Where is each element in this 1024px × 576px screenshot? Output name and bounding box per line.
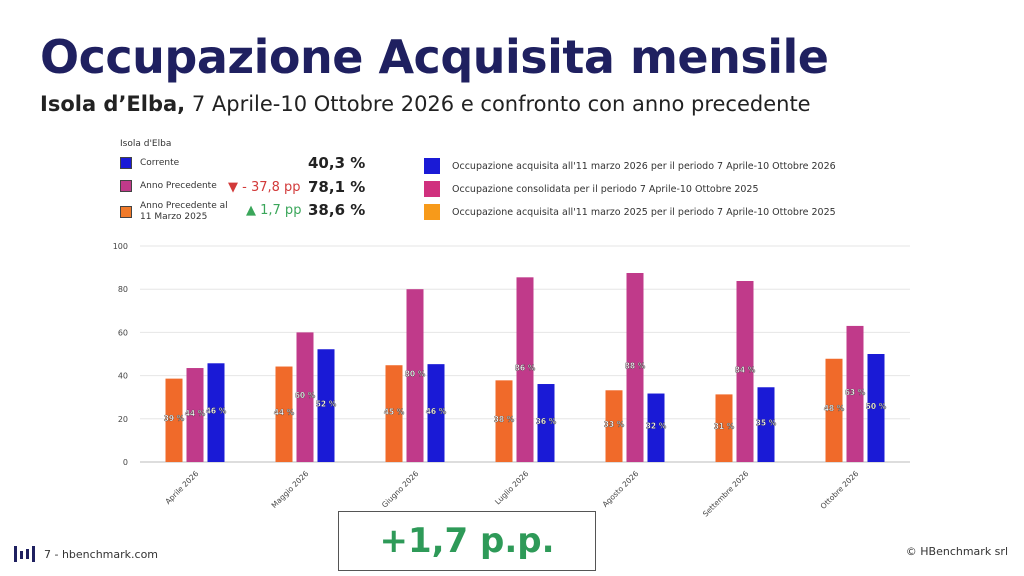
- data-label: 35 %: [756, 418, 777, 427]
- bar: [736, 280, 754, 462]
- hbenchmark-logo-icon: [14, 546, 35, 562]
- bar: [385, 365, 403, 462]
- legend-swatch-anno-precedente: [120, 180, 132, 192]
- description-swatch-corrente: [424, 158, 440, 174]
- data-label: 63 %: [845, 388, 866, 397]
- footer-copyright: © HBenchmark srl: [905, 545, 1008, 558]
- data-label: 46 %: [206, 406, 227, 415]
- bar: [605, 390, 623, 462]
- legend-item-anno-precedente: Anno Precedente: [120, 180, 230, 192]
- bar: [626, 273, 644, 462]
- description-text-consolidata: Occupazione consolidata per il periodo 7…: [452, 183, 759, 195]
- x-tick-label: Settembre 2026: [701, 469, 751, 519]
- x-tick-label: Giugno 2026: [380, 469, 421, 510]
- bar: [846, 325, 864, 462]
- legend-label-anno-precedente-marzo: Anno Precedente al 11 Marzo 2025: [140, 201, 228, 222]
- y-tick-label: 100: [113, 242, 128, 251]
- x-tick-label: Maggio 2026: [270, 469, 311, 510]
- legend-swatch-anno-precedente-marzo: [120, 206, 132, 218]
- data-label: 52 %: [316, 399, 337, 408]
- bar: [296, 332, 314, 462]
- subtitle-location: Isola d’Elba,: [40, 92, 186, 116]
- legend-item-corrente: Corrente: [120, 157, 230, 169]
- bar: [165, 378, 183, 462]
- bar: [867, 354, 885, 462]
- legend-value-anno-precedente-marzo: 38,6 %: [308, 201, 366, 219]
- data-label: 31 %: [714, 422, 735, 431]
- y-tick-label: 0: [123, 458, 128, 467]
- footer-left: 7 - hbenchmark.com: [14, 545, 158, 563]
- legend-label-anno-precedente: Anno Precedente: [140, 180, 217, 191]
- bar: [715, 394, 733, 462]
- data-label: 38 %: [494, 415, 515, 424]
- data-label: 45 %: [384, 407, 405, 416]
- x-tick-label: Agosto 2026: [601, 469, 641, 509]
- y-tick-label: 80: [118, 285, 128, 294]
- data-label: 48 %: [824, 404, 845, 413]
- data-label: 39 %: [164, 414, 185, 423]
- bar: [317, 349, 335, 462]
- legend-item-anno-precedente-marzo: Anno Precedente al 11 Marzo 2025: [120, 201, 230, 223]
- y-tick-label: 20: [118, 415, 128, 424]
- bar: [427, 364, 445, 462]
- data-label: 84 %: [735, 365, 756, 374]
- legend-value-anno-precedente: 78,1 %: [308, 178, 366, 196]
- bar: [647, 393, 665, 462]
- bar: [757, 387, 775, 462]
- subtitle-period: 7 Aprile-10 Ottobre 2026 e confronto con…: [185, 92, 811, 116]
- data-label: 33 %: [604, 420, 625, 429]
- legend-delta-anno-precedente-marzo: ▲ 1,7 pp: [246, 203, 302, 218]
- description-swatch-consolidata: [424, 181, 440, 197]
- legend-title: Isola d'Elba: [120, 139, 172, 149]
- data-label: 80 %: [405, 369, 426, 378]
- page-title: Occupazione Acquisita mensile: [40, 30, 829, 84]
- description-text-precedente-marzo: Occupazione acquisita all'11 marzo 2025 …: [452, 206, 836, 218]
- footer-page-link[interactable]: 7 - hbenchmark.com: [44, 547, 159, 561]
- legend-label-corrente: Corrente: [140, 157, 180, 168]
- bar: [207, 363, 225, 462]
- callout-delta: +1,7 p.p.: [338, 511, 596, 571]
- bar: [186, 368, 204, 462]
- bar: [537, 384, 555, 462]
- bar: [825, 358, 843, 462]
- bar: [495, 380, 513, 462]
- description-text-corrente: Occupazione acquisita all'11 marzo 2026 …: [452, 160, 836, 172]
- bar: [406, 289, 424, 462]
- x-tick-label: Aprile 2026: [163, 469, 200, 506]
- description-precedente-marzo: Occupazione acquisita all'11 marzo 2025 …: [424, 204, 836, 220]
- bar: [275, 366, 293, 462]
- data-label: 50 %: [866, 402, 887, 411]
- data-label: 44 %: [185, 409, 206, 418]
- bar: [516, 277, 534, 462]
- page-subtitle: Isola d’Elba, 7 Aprile-10 Ottobre 2026 e…: [40, 92, 811, 116]
- data-label: 88 %: [625, 361, 646, 370]
- x-tick-label: Luglio 2026: [493, 469, 530, 506]
- y-tick-label: 40: [118, 372, 128, 381]
- legend-swatch-corrente: [120, 157, 132, 169]
- x-tick-label: Ottobre 2026: [819, 469, 861, 511]
- data-label: 60 %: [295, 391, 316, 400]
- description-consolidata: Occupazione consolidata per il periodo 7…: [424, 181, 759, 197]
- description-swatch-precedente-marzo: [424, 204, 440, 220]
- legend-value-corrente: 40,3 %: [308, 154, 366, 172]
- legend-delta-anno-precedente: ▼ - 37,8 pp: [228, 180, 301, 195]
- data-label: 36 %: [536, 417, 557, 426]
- y-tick-label: 60: [118, 328, 128, 337]
- data-label: 86 %: [515, 364, 536, 373]
- data-label: 46 %: [426, 407, 447, 416]
- description-corrente: Occupazione acquisita all'11 marzo 2026 …: [424, 158, 836, 174]
- data-label: 32 %: [646, 422, 667, 431]
- data-label: 44 %: [274, 408, 295, 417]
